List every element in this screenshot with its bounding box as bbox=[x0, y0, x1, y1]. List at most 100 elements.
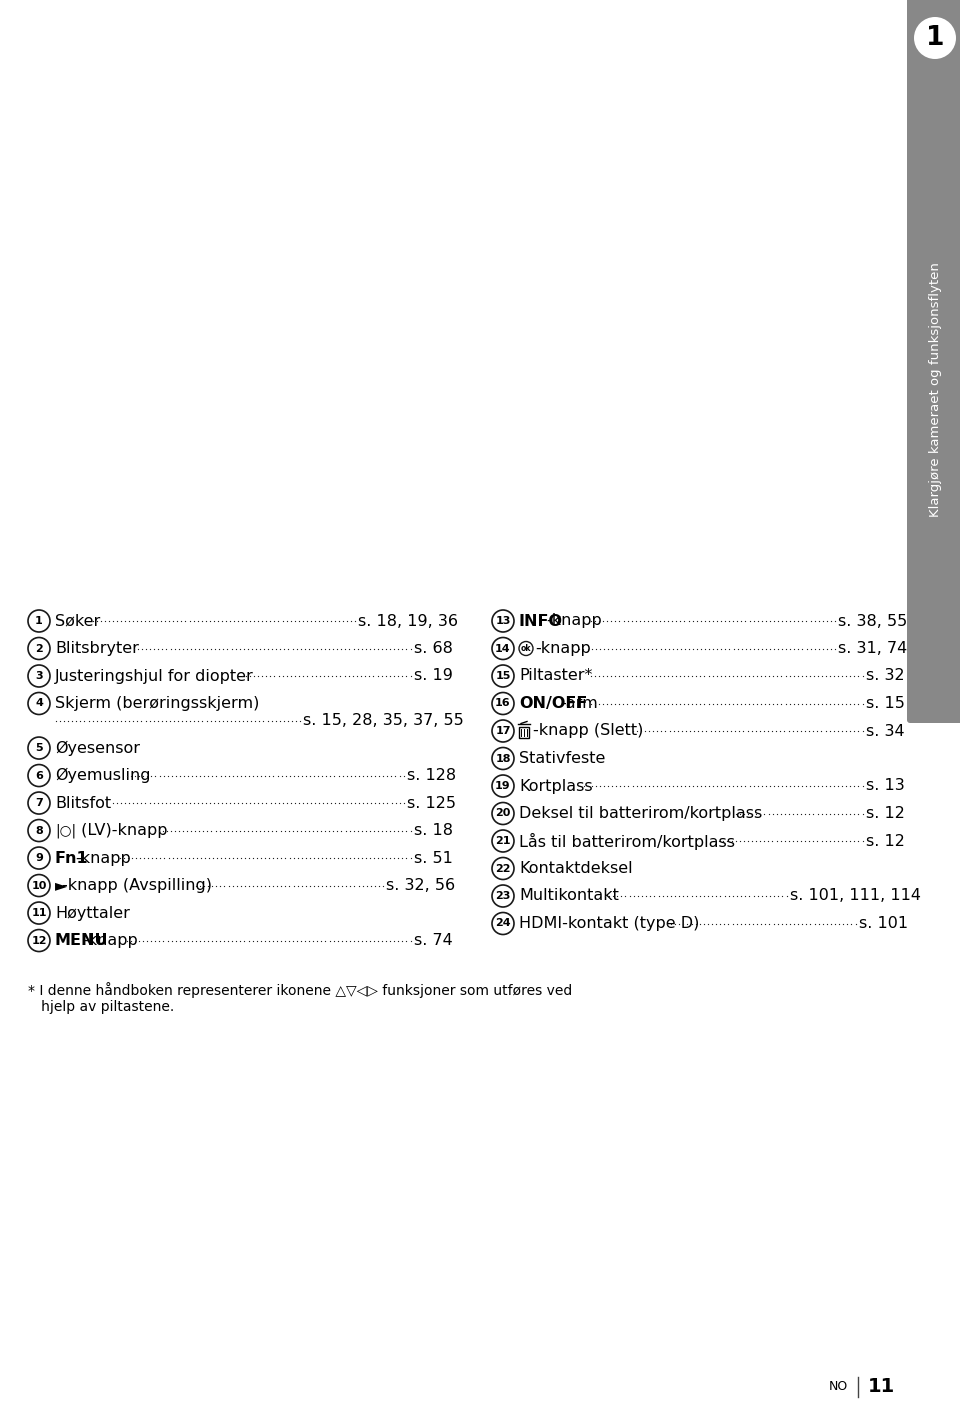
Text: s. 101: s. 101 bbox=[858, 916, 908, 931]
FancyBboxPatch shape bbox=[907, 0, 960, 722]
Text: INFO: INFO bbox=[519, 614, 563, 628]
Text: s. 18, 19, 36: s. 18, 19, 36 bbox=[358, 614, 458, 628]
Text: * I denne håndboken representerer ikonene △▽◁▷ funksjoner som utføres ved: * I denne håndboken representerer ikonen… bbox=[28, 982, 572, 998]
Text: 21: 21 bbox=[495, 835, 511, 847]
Text: Multikontakt: Multikontakt bbox=[519, 889, 619, 903]
Text: s. 74: s. 74 bbox=[414, 933, 452, 948]
Circle shape bbox=[519, 642, 533, 656]
Text: s. 34: s. 34 bbox=[866, 724, 904, 738]
Circle shape bbox=[492, 610, 514, 632]
Text: Piltaster*: Piltaster* bbox=[519, 669, 592, 683]
Text: Øyesensor: Øyesensor bbox=[55, 741, 140, 756]
FancyBboxPatch shape bbox=[0, 0, 910, 720]
Text: 4: 4 bbox=[36, 698, 43, 708]
Text: 1: 1 bbox=[925, 25, 945, 51]
Text: Deksel til batterirom/kortplass: Deksel til batterirom/kortplass bbox=[519, 806, 762, 821]
Text: ►: ► bbox=[55, 878, 67, 893]
Text: ON/OFF: ON/OFF bbox=[519, 696, 588, 711]
Circle shape bbox=[492, 803, 514, 824]
Circle shape bbox=[492, 775, 514, 797]
Text: HDMI-kontakt (type D): HDMI-kontakt (type D) bbox=[519, 916, 700, 931]
Text: MENU: MENU bbox=[55, 933, 108, 948]
Text: Kontaktdeksel: Kontaktdeksel bbox=[519, 861, 633, 876]
Text: 14: 14 bbox=[495, 643, 511, 653]
Text: 5: 5 bbox=[36, 744, 43, 753]
FancyBboxPatch shape bbox=[519, 727, 529, 738]
Text: 18: 18 bbox=[495, 753, 511, 763]
Text: -arm: -arm bbox=[561, 696, 598, 711]
Circle shape bbox=[492, 830, 514, 852]
Text: 15: 15 bbox=[495, 672, 511, 682]
Text: s. 18: s. 18 bbox=[414, 823, 452, 838]
Circle shape bbox=[492, 913, 514, 934]
Text: Høyttaler: Høyttaler bbox=[55, 906, 130, 920]
Text: Søker: Søker bbox=[55, 614, 100, 628]
Text: Klargjøre kameraet og funksjonsflyten: Klargjøre kameraet og funksjonsflyten bbox=[928, 262, 942, 518]
Text: s. 12: s. 12 bbox=[866, 834, 904, 848]
Circle shape bbox=[28, 875, 50, 896]
Circle shape bbox=[492, 693, 514, 714]
Text: s. 101, 111, 114: s. 101, 111, 114 bbox=[789, 889, 921, 903]
Circle shape bbox=[28, 792, 50, 814]
Text: (LV)-knapp: (LV)-knapp bbox=[76, 823, 167, 838]
Text: Blitsbryter: Blitsbryter bbox=[55, 641, 139, 656]
Text: 16: 16 bbox=[495, 698, 511, 708]
Circle shape bbox=[28, 665, 50, 687]
Circle shape bbox=[28, 930, 50, 951]
Text: -knapp: -knapp bbox=[546, 614, 602, 628]
Text: s. 51: s. 51 bbox=[414, 851, 452, 865]
Text: 7: 7 bbox=[36, 799, 43, 809]
Text: s. 15, 28, 35, 37, 55: s. 15, 28, 35, 37, 55 bbox=[303, 713, 464, 728]
Text: |○|: |○| bbox=[55, 823, 76, 838]
Text: s. 31, 74: s. 31, 74 bbox=[838, 641, 907, 656]
Text: 24: 24 bbox=[495, 919, 511, 928]
Text: Blitsfot: Blitsfot bbox=[55, 796, 111, 810]
Text: ok: ok bbox=[520, 643, 531, 653]
Text: 6: 6 bbox=[36, 770, 43, 780]
Text: Fn1: Fn1 bbox=[55, 851, 88, 865]
Text: s. 38, 55: s. 38, 55 bbox=[838, 614, 907, 628]
Circle shape bbox=[492, 858, 514, 879]
Text: 2: 2 bbox=[36, 643, 43, 653]
Text: 11: 11 bbox=[868, 1377, 896, 1397]
Text: s. 125: s. 125 bbox=[407, 796, 456, 810]
Text: Stativfeste: Stativfeste bbox=[519, 751, 606, 766]
Text: 3: 3 bbox=[36, 672, 43, 682]
Text: s. 68: s. 68 bbox=[414, 641, 452, 656]
Text: 10: 10 bbox=[32, 880, 47, 890]
Text: 23: 23 bbox=[495, 890, 511, 902]
Circle shape bbox=[492, 665, 514, 687]
Text: s. 15: s. 15 bbox=[866, 696, 904, 711]
Circle shape bbox=[492, 885, 514, 907]
Text: NO: NO bbox=[828, 1380, 848, 1394]
Text: Øyemusling: Øyemusling bbox=[55, 768, 151, 783]
Circle shape bbox=[914, 17, 956, 59]
Text: s. 13: s. 13 bbox=[866, 779, 904, 793]
Text: Skjerm (berøringsskjerm): Skjerm (berøringsskjerm) bbox=[55, 696, 259, 711]
Circle shape bbox=[28, 693, 50, 714]
Text: s. 12: s. 12 bbox=[866, 806, 904, 821]
Circle shape bbox=[28, 820, 50, 841]
Text: -knapp: -knapp bbox=[76, 851, 132, 865]
Text: 1: 1 bbox=[36, 617, 43, 626]
Text: 8: 8 bbox=[36, 825, 43, 835]
Text: s. 32, 56: s. 32, 56 bbox=[386, 878, 455, 893]
Text: s. 19: s. 19 bbox=[414, 669, 452, 683]
Text: 13: 13 bbox=[495, 617, 511, 626]
Text: -knapp: -knapp bbox=[535, 641, 590, 656]
Circle shape bbox=[28, 902, 50, 924]
Circle shape bbox=[28, 847, 50, 869]
Text: s. 32: s. 32 bbox=[866, 669, 904, 683]
Text: s. 128: s. 128 bbox=[407, 768, 456, 783]
Circle shape bbox=[492, 748, 514, 769]
Circle shape bbox=[28, 610, 50, 632]
Text: Lås til batterirom/kortplass: Lås til batterirom/kortplass bbox=[519, 832, 735, 849]
Text: -knapp: -knapp bbox=[83, 933, 138, 948]
Text: -knapp (Avspilling): -knapp (Avspilling) bbox=[61, 878, 212, 893]
Text: 20: 20 bbox=[495, 809, 511, 818]
Circle shape bbox=[28, 765, 50, 786]
Text: 22: 22 bbox=[495, 864, 511, 873]
Circle shape bbox=[28, 737, 50, 759]
Text: hjelp av piltastene.: hjelp av piltastene. bbox=[28, 1000, 175, 1013]
Text: 9: 9 bbox=[36, 854, 43, 864]
